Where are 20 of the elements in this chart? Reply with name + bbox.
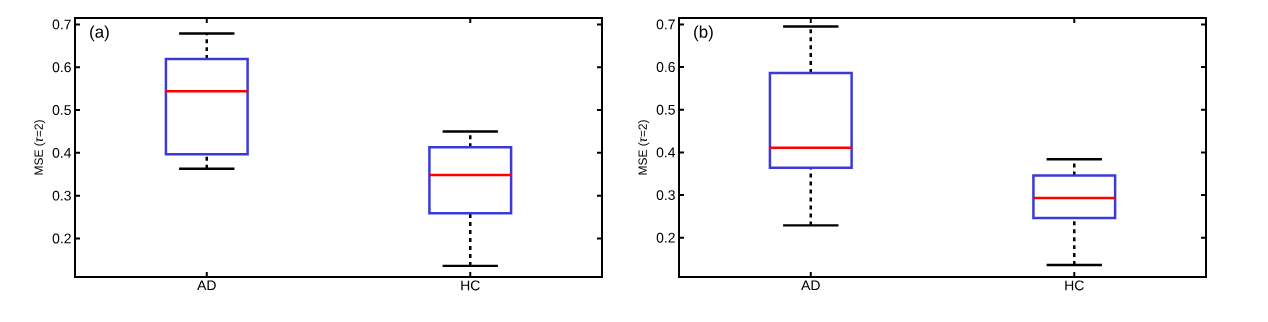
y-tick-label: 0.3	[52, 190, 71, 201]
y-tick-label: 0.3	[656, 190, 675, 201]
x-tick-label: HC	[1065, 280, 1084, 291]
y-tick-label: 0.6	[52, 62, 71, 73]
y-tick-label: 0.6	[656, 62, 675, 73]
y-tick-label: 0.5	[656, 104, 675, 115]
x-tick-label: HC	[461, 280, 480, 291]
y-tick-label: 0.2	[52, 233, 71, 244]
x-tick-label: AD	[197, 280, 216, 291]
x-tick-label: AD	[801, 280, 820, 291]
y-tick-label: 0.7	[656, 19, 675, 30]
annotation: (a)	[90, 25, 109, 42]
y-tick-label: 0.4	[52, 147, 72, 158]
y-axis-title: MSE (τ=2)	[34, 120, 46, 175]
y-tick-label: 0.7	[52, 19, 71, 30]
y-tick-label: 0.5	[52, 105, 71, 115]
y-axis-title: MSE (τ=2)	[638, 120, 650, 175]
annotation: (b)	[694, 25, 713, 42]
y-tick-label: 0.4	[656, 147, 676, 158]
y-tick-label: 0.2	[656, 232, 675, 243]
